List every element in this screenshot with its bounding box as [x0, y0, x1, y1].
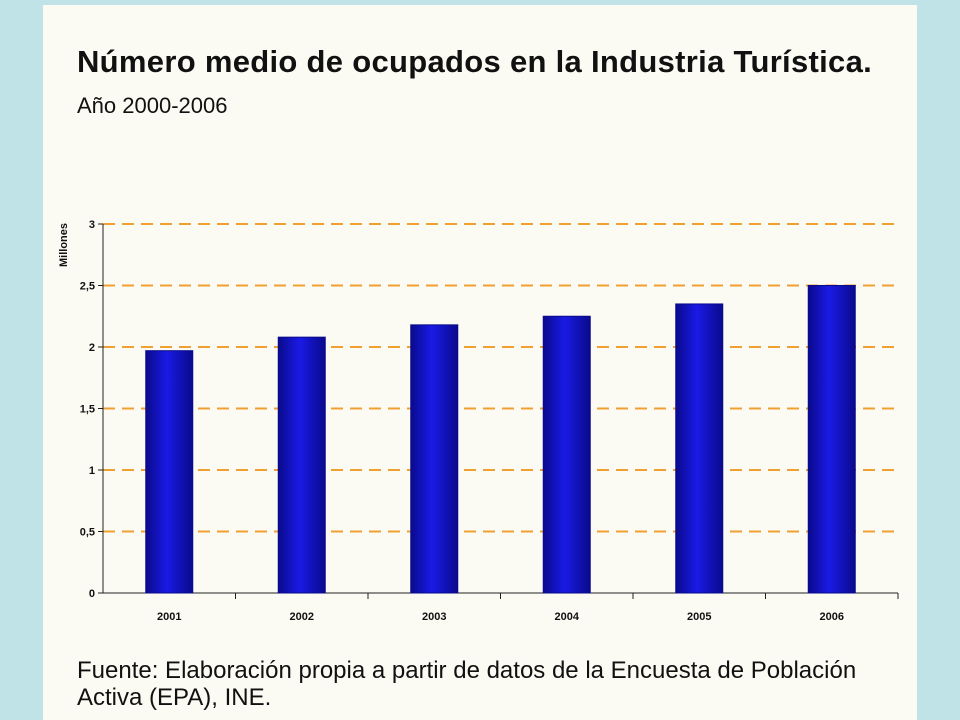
x-tick-label: 2002 — [290, 611, 314, 623]
bar — [410, 324, 459, 594]
chart-title: Número medio de ocupados en la Industria… — [77, 43, 897, 128]
y-tick-label: 2,5 — [80, 281, 95, 293]
x-tick-label: 2004 — [555, 611, 580, 623]
gridlines — [103, 223, 898, 533]
x-tick-labels: 2001 2002 2003 2004 2005 2006 — [157, 611, 844, 623]
y-axis-label: Millones — [58, 223, 70, 267]
y-tick-label: 3 — [89, 219, 95, 231]
source-note: Fuente: Elaboración propia a partir de d… — [77, 657, 857, 711]
bars — [145, 285, 856, 594]
bar-chart: 0 0,5 1 1,5 2 2,5 3 2001 2002 2003 2004 2005 2006 M… — [58, 219, 899, 623]
y-tick-labels: 0 0,5 1 1,5 2 2,5 3 — [80, 219, 95, 600]
x-tick-label: 2001 — [157, 611, 181, 623]
y-tick-label: 1 — [89, 465, 95, 477]
bar — [807, 285, 856, 594]
y-tick-label: 0 — [89, 588, 95, 600]
x-tick-label: 2005 — [687, 611, 711, 623]
chart-title-sub: Año 2000-2006 — [77, 93, 228, 118]
bar — [675, 303, 724, 594]
y-tick-label: 2 — [89, 342, 95, 354]
bar — [542, 315, 591, 594]
y-tick-label: 1,5 — [80, 404, 95, 416]
x-tick-label: 2006 — [820, 611, 844, 623]
axes — [98, 223, 899, 599]
x-tick-label: 2003 — [422, 611, 446, 623]
bar — [145, 350, 194, 594]
y-tick-label: 0,5 — [80, 527, 95, 539]
chart-title-main: Número medio de ocupados en la Industria… — [77, 44, 873, 79]
chart-card: Número medio de ocupados en la Industria… — [43, 5, 917, 720]
bar — [277, 336, 326, 594]
